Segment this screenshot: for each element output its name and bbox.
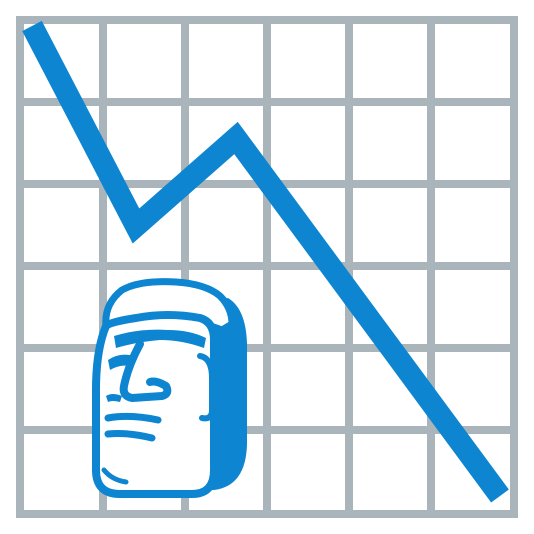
moai-brow bbox=[114, 329, 206, 348]
moai-eye bbox=[108, 354, 134, 370]
moai-nose bbox=[119, 340, 172, 402]
moai-chin bbox=[101, 467, 129, 485]
moai-head-icon bbox=[92, 278, 248, 498]
moai-mouth-lower bbox=[104, 430, 156, 442]
moai-mouth-upper bbox=[104, 412, 162, 424]
declining-trend-line-icon bbox=[22, 20, 509, 503]
moai-nostril bbox=[106, 394, 122, 402]
moai-ear bbox=[197, 353, 215, 422]
